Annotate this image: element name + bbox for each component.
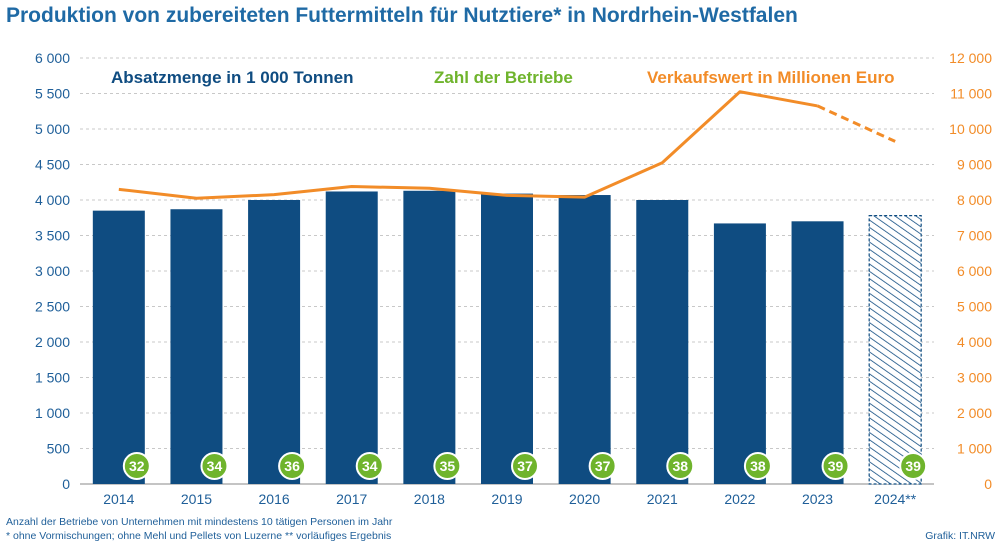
badge xyxy=(588,452,617,480)
bar xyxy=(92,210,145,484)
badge xyxy=(821,452,850,480)
x-tick-label: 2016 xyxy=(259,491,290,507)
badge xyxy=(743,452,772,480)
line-solid xyxy=(118,90,818,200)
badge xyxy=(511,452,539,480)
value-line xyxy=(118,90,896,200)
left-tick-label: 4 000 xyxy=(35,192,70,208)
badges: 32 34 36 34 35 37 37 38 38 39 39 xyxy=(122,452,928,480)
left-tick-label: 2 500 xyxy=(35,299,70,315)
badge-label: 34 xyxy=(207,458,223,474)
x-tick-label: 2024** xyxy=(874,491,917,507)
chart-title: Produktion von zubereiteten Futtermittel… xyxy=(6,4,798,27)
badge-label: 37 xyxy=(517,458,533,474)
bar xyxy=(558,195,611,484)
right-tick-label: 11 000 xyxy=(950,86,992,102)
credit: Grafik: IT.NRW xyxy=(925,530,995,542)
right-tick-label: 2 000 xyxy=(957,405,992,421)
right-tick-label: 8 000 xyxy=(957,192,992,208)
line-dashed-provisional xyxy=(816,104,896,143)
left-tick-label: 6 000 xyxy=(35,50,70,66)
right-axis: 0 1 000 2 000 3 000 4 000 5 000 6 000 7 000 8 00… xyxy=(949,50,992,492)
x-tick-label: 2018 xyxy=(414,491,445,507)
badge-label: 35 xyxy=(440,458,456,474)
bar xyxy=(403,190,456,484)
right-tick-label: 9 000 xyxy=(957,157,992,173)
legend-bars: Absatzmenge in 1 000 Tonnen xyxy=(111,68,353,87)
right-tick-label: 6 000 xyxy=(957,263,992,279)
left-tick-label: 3 500 xyxy=(35,228,70,244)
right-tick-label: 7 000 xyxy=(957,228,992,244)
badge xyxy=(899,452,928,480)
legend: Absatzmenge in 1 000 Tonnen Zahl der Betr… xyxy=(111,68,895,87)
x-tick-label: 2022 xyxy=(724,491,755,507)
left-tick-label: 3 000 xyxy=(35,263,70,279)
left-axis: 0 500 1 000 1 500 2 000 2 500 3 000 3 500 4 000 4… xyxy=(35,50,70,492)
badge-label: 34 xyxy=(362,458,378,474)
x-tick-label: 2014 xyxy=(103,491,134,507)
bar xyxy=(481,193,533,485)
right-tick-label: 1 000 xyxy=(957,441,992,457)
left-tick-label: 5 500 xyxy=(35,86,70,102)
right-tick-label: 3 000 xyxy=(957,370,992,386)
x-tick-label: 2020 xyxy=(569,491,600,507)
legend-badges: Zahl der Betriebe xyxy=(434,68,573,87)
right-tick-label: 4 000 xyxy=(957,334,992,350)
x-tick-label: 2015 xyxy=(181,491,212,507)
bar xyxy=(713,223,766,484)
badge-label: 39 xyxy=(905,458,921,474)
badge-label: 32 xyxy=(129,458,145,474)
left-tick-label: 0 xyxy=(62,476,70,492)
bar xyxy=(325,191,378,485)
right-tick-label: 12 000 xyxy=(949,50,992,66)
x-tick-label: 2021 xyxy=(647,491,678,507)
bar xyxy=(636,200,689,484)
right-tick-label: 10 000 xyxy=(949,121,992,137)
left-tick-label: 1 000 xyxy=(35,405,70,421)
left-tick-label: 500 xyxy=(47,441,71,457)
bar xyxy=(868,215,922,485)
x-axis: 2014 2015 2016 2017 2018 2019 2020 2021 2022 2023… xyxy=(103,491,917,507)
badge-label: 39 xyxy=(828,458,844,474)
badge xyxy=(200,452,229,480)
footnote-1: Anzahl der Betriebe von Unternehmen mit … xyxy=(6,516,393,528)
x-tick-label: 2019 xyxy=(491,491,522,507)
badge xyxy=(355,452,384,480)
x-tick-label: 2023 xyxy=(802,491,833,507)
bar xyxy=(170,209,223,485)
left-tick-label: 5 000 xyxy=(35,121,70,137)
badge xyxy=(122,452,151,480)
left-tick-label: 2 000 xyxy=(35,334,70,350)
left-tick-label: 4 500 xyxy=(35,157,70,173)
badge xyxy=(666,452,695,480)
bar xyxy=(791,221,844,485)
badge-label: 37 xyxy=(595,458,611,474)
bar xyxy=(248,200,301,484)
left-tick-label: 1 500 xyxy=(35,370,70,386)
badge-label: 38 xyxy=(672,458,688,474)
footnote-2: * ohne Vormischungen; ohne Mehl und Pell… xyxy=(6,530,392,542)
right-tick-label: 0 xyxy=(984,476,992,492)
right-tick-label: 5 000 xyxy=(957,299,992,315)
badge-label: 36 xyxy=(284,458,300,474)
badge xyxy=(433,452,462,480)
legend-line: Verkaufswert in Millionen Euro xyxy=(647,68,895,87)
x-tick-label: 2017 xyxy=(336,491,367,507)
bars xyxy=(92,190,922,485)
badge-label: 38 xyxy=(750,458,766,474)
badge xyxy=(278,452,307,480)
